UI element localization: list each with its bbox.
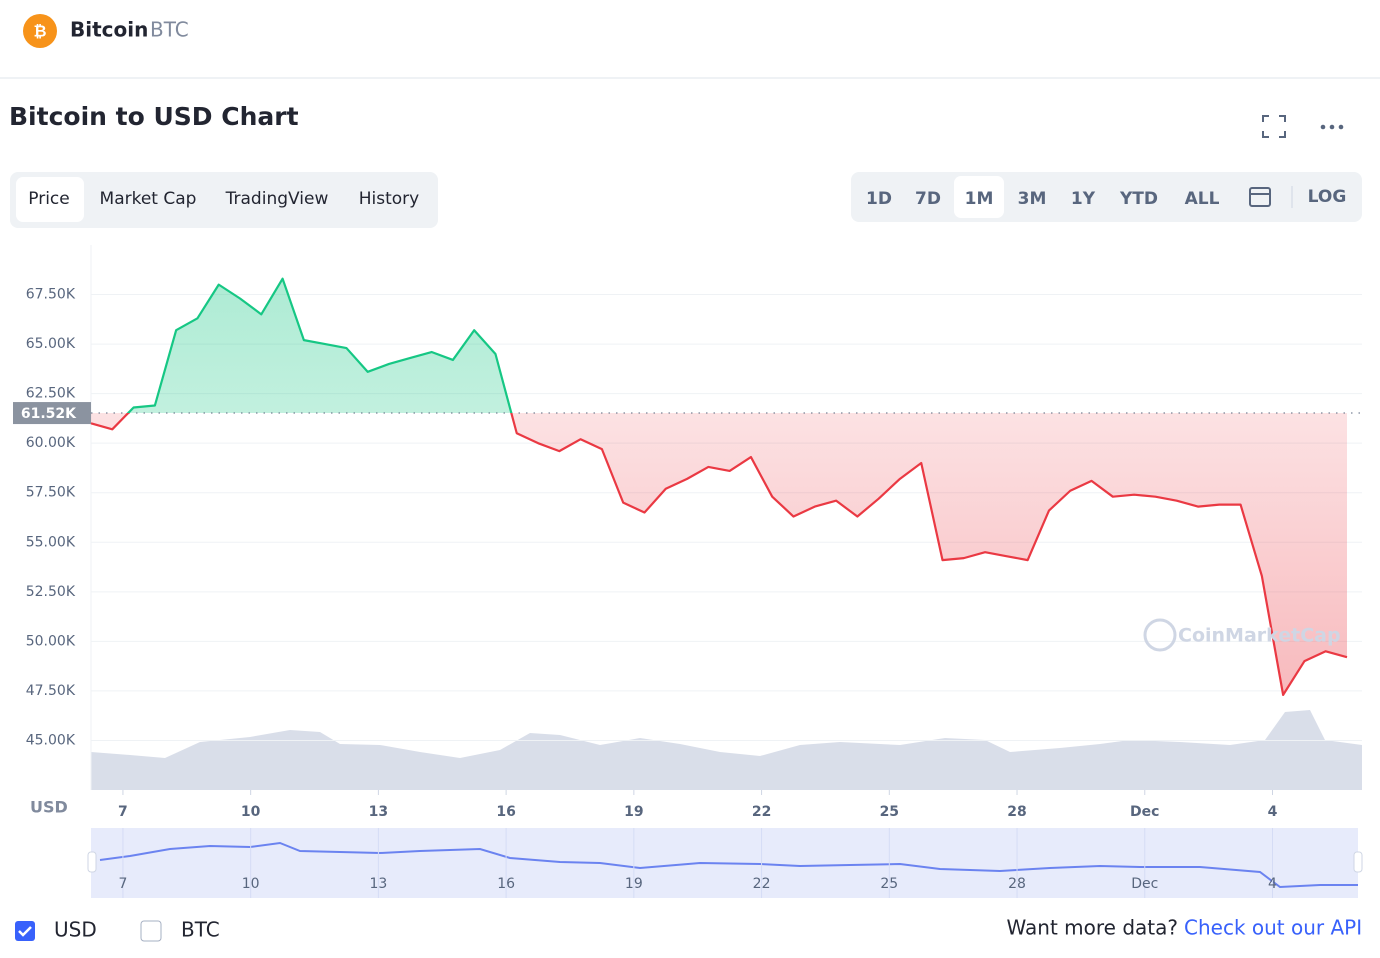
range-button[interactable]: 1Y (1071, 189, 1096, 209)
range-button[interactable]: YTD (1119, 189, 1158, 209)
tab-group (10, 172, 438, 228)
price-line (90, 277, 1348, 696)
navigator-tick-label: 22 (753, 876, 771, 892)
y-tick-label: 57.50K (26, 485, 76, 501)
y-tick-label: 62.50K (26, 386, 76, 402)
fullscreen-button[interactable] (1262, 115, 1286, 138)
tab[interactable]: TradingView (225, 189, 329, 209)
x-tick-label: 16 (496, 804, 515, 820)
footer-text: Want more data? (1007, 916, 1178, 940)
navigator-tick-label: Dec (1131, 876, 1158, 892)
tab[interactable]: Price (28, 189, 69, 209)
range-button[interactable]: ALL (1185, 189, 1220, 209)
navigator-tick-label: 13 (369, 876, 387, 892)
y-tick-label: 47.50K (26, 683, 76, 699)
coin-symbol: BTC (150, 18, 189, 42)
range-button[interactable]: 1M (965, 189, 994, 209)
check-mark (18, 926, 32, 937)
header-bar (0, 0, 1380, 78)
y-tick-label: 52.50K (26, 584, 76, 600)
navigator-tick-label: 10 (242, 876, 260, 892)
watermark: CoinMarketCap (1178, 625, 1341, 647)
calendar-button[interactable] (1249, 187, 1271, 207)
usd-label: USD (54, 918, 97, 942)
coin-logo (23, 14, 57, 48)
x-tick-label: 22 (752, 804, 771, 820)
x-tick-label: 25 (880, 804, 899, 820)
x-tick-label: 4 (1268, 804, 1278, 820)
area-up (91, 278, 1347, 414)
y-tick-label: 45.00K (26, 732, 76, 748)
x-tick-label: 28 (1007, 804, 1026, 820)
x-tick-label: 13 (369, 804, 388, 820)
section-title: Bitcoin to USD Chart (9, 102, 299, 131)
navigator-line (99, 841, 1358, 889)
btc-checkbox[interactable] (140, 920, 162, 942)
coin-logo-mark: ₿ (33, 22, 46, 41)
x-tick-label: 19 (624, 804, 643, 820)
y-tick-label: 60.00K (26, 435, 76, 451)
y-axis-label: USD (30, 798, 68, 817)
navigator-tick-label: 4 (1268, 876, 1277, 892)
more-button[interactable] (1320, 124, 1344, 130)
navigator-tick-label: 28 (1008, 876, 1026, 892)
reference-label-bg (13, 402, 91, 425)
range-button[interactable]: 1D (866, 189, 892, 209)
log-button[interactable]: LOG (1308, 187, 1347, 207)
y-tick-label: 65.00K (26, 336, 76, 352)
range-button[interactable]: 3M (1018, 189, 1047, 209)
range-button[interactable]: 7D (915, 189, 941, 209)
watermark-logo (1143, 618, 1177, 652)
btc-label: BTC (181, 918, 220, 942)
reference-label: 61.52K (21, 406, 77, 422)
usd-checkbox[interactable] (15, 921, 35, 941)
y-tick-label: 55.00K (26, 534, 76, 550)
tab[interactable]: History (359, 189, 419, 209)
tab-active-bg (16, 177, 84, 222)
navigator-handle[interactable] (87, 851, 97, 873)
navigator-tick-label: 7 (118, 876, 127, 892)
y-tick-label: 50.00K (26, 633, 76, 649)
navigator-handle[interactable] (1353, 851, 1363, 873)
y-tick-label: 67.50K (26, 287, 76, 303)
navigator-tick-label: 16 (497, 876, 515, 892)
volume-area (91, 710, 1362, 790)
api-link[interactable]: Check out our API (1184, 916, 1362, 940)
navigator-tick-label: 25 (880, 876, 898, 892)
area-down (91, 413, 1347, 695)
x-tick-label: Dec (1130, 804, 1159, 820)
navigator-tick-label: 19 (625, 876, 643, 892)
coin-name: Bitcoin (70, 18, 148, 42)
tab[interactable]: Market Cap (100, 189, 197, 209)
x-tick-label: 7 (118, 804, 128, 820)
x-tick-label: 10 (241, 804, 261, 820)
range-active-bg (954, 176, 1004, 218)
